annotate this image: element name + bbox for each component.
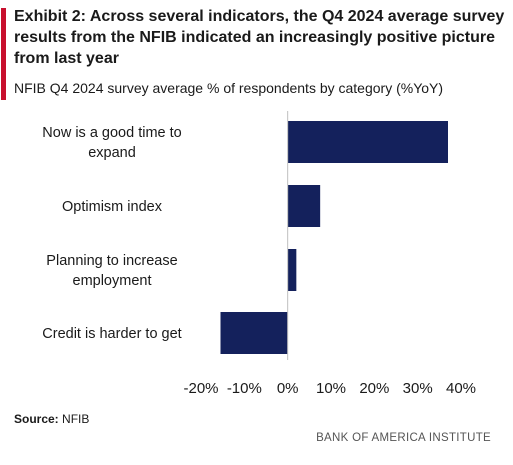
category-label-2-0: Planning to increase bbox=[46, 253, 177, 269]
x-tick-label-0: -20% bbox=[183, 380, 218, 397]
category-label-1-0: Optimism index bbox=[62, 199, 163, 215]
chart-title: Exhibit 2: Across several indicators, th… bbox=[14, 8, 505, 67]
bar-2 bbox=[287, 249, 297, 291]
x-tick-label-5: 30% bbox=[403, 380, 433, 397]
x-tick-label-4: 20% bbox=[359, 380, 389, 397]
bars bbox=[220, 121, 448, 354]
x-tick-label-6: 40% bbox=[446, 380, 476, 397]
category-labels: Now is a good time to expand Optimism inde… bbox=[42, 125, 181, 342]
x-tick-label-1: -10% bbox=[227, 380, 262, 397]
bar-0 bbox=[287, 121, 448, 163]
category-label-3-0: Credit is harder to get bbox=[42, 326, 181, 342]
source-value: NFIB bbox=[62, 412, 90, 426]
chart-subtitle: NFIB Q4 2024 survey average % of respond… bbox=[14, 80, 444, 96]
category-label-0-0: Now is a good time to bbox=[42, 125, 181, 141]
bar-3 bbox=[220, 312, 288, 354]
source-label: Source: bbox=[14, 412, 59, 426]
category-label-2-1: employment bbox=[73, 273, 152, 289]
source-note: Source: NFIB bbox=[14, 412, 89, 426]
x-tick-labels: -20% -10% 0% 10% 20% 30% 40% bbox=[183, 380, 476, 397]
brand-footer: BANK OF AMERICA INSTITUTE bbox=[316, 432, 491, 444]
bar-1 bbox=[287, 185, 321, 227]
x-tick-label-2: 0% bbox=[277, 380, 299, 397]
x-tick-label-3: 10% bbox=[316, 380, 346, 397]
title-accent-bar bbox=[1, 8, 6, 100]
category-label-0-1: expand bbox=[88, 145, 136, 161]
